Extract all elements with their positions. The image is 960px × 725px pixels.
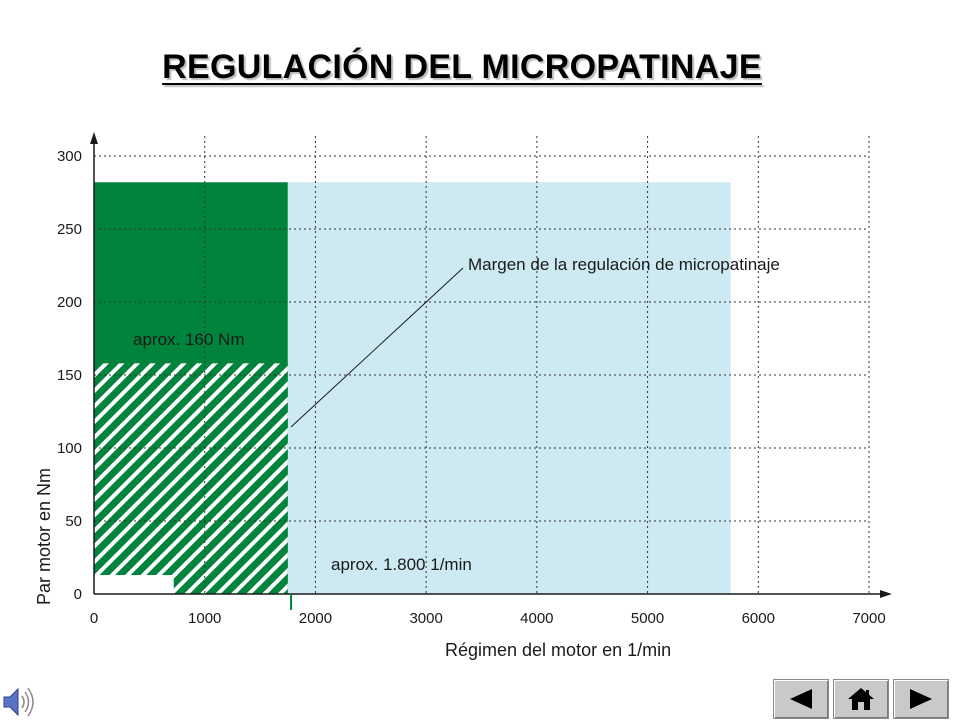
y-tick-label: 200 xyxy=(57,294,82,311)
page-title: REGULACIÓN DEL MICROPATINAJE xyxy=(162,48,762,86)
annotation-torque: aprox. 160 Nm xyxy=(133,330,245,349)
home-icon xyxy=(848,688,874,710)
speaker-icon[interactable] xyxy=(2,684,36,725)
x-tick-label: 1000 xyxy=(188,610,221,627)
annotation-rpm: aprox. 1.800 1/min xyxy=(331,555,472,574)
region-hatched xyxy=(94,363,288,594)
x-tick-label: 3000 xyxy=(409,610,442,627)
y-tick-label: 0 xyxy=(74,586,82,603)
x-tick-label: 0 xyxy=(90,610,98,627)
x-tick-label: 6000 xyxy=(742,610,775,627)
x-tick-label: 5000 xyxy=(631,610,664,627)
home-button[interactable] xyxy=(833,679,889,719)
y-tick-label: 150 xyxy=(57,367,82,384)
region-white xyxy=(94,575,174,594)
y-tick-label: 300 xyxy=(57,148,82,165)
next-button[interactable] xyxy=(893,679,949,719)
x-tick-label: 2000 xyxy=(299,610,332,627)
y-axis-arrow xyxy=(90,132,98,144)
triangle-right-icon xyxy=(910,689,932,709)
x-tick-label: 4000 xyxy=(520,610,553,627)
x-axis-title: Régimen del motor en 1/min xyxy=(445,640,671,660)
slide-navigation xyxy=(773,679,949,719)
leader-line xyxy=(290,267,464,428)
x-axis-arrow xyxy=(880,590,892,598)
y-axis-title: Par motor en Nm xyxy=(34,468,54,605)
previous-button[interactable] xyxy=(773,679,829,719)
x-tick-label: 7000 xyxy=(852,610,885,627)
annotation-margin: Margen de la regulación de micropatinaje xyxy=(468,255,780,274)
y-tick-label: 100 xyxy=(57,440,82,457)
y-tick-label: 250 xyxy=(57,221,82,238)
triangle-left-icon xyxy=(790,689,812,709)
y-tick-label: 50 xyxy=(65,513,82,530)
